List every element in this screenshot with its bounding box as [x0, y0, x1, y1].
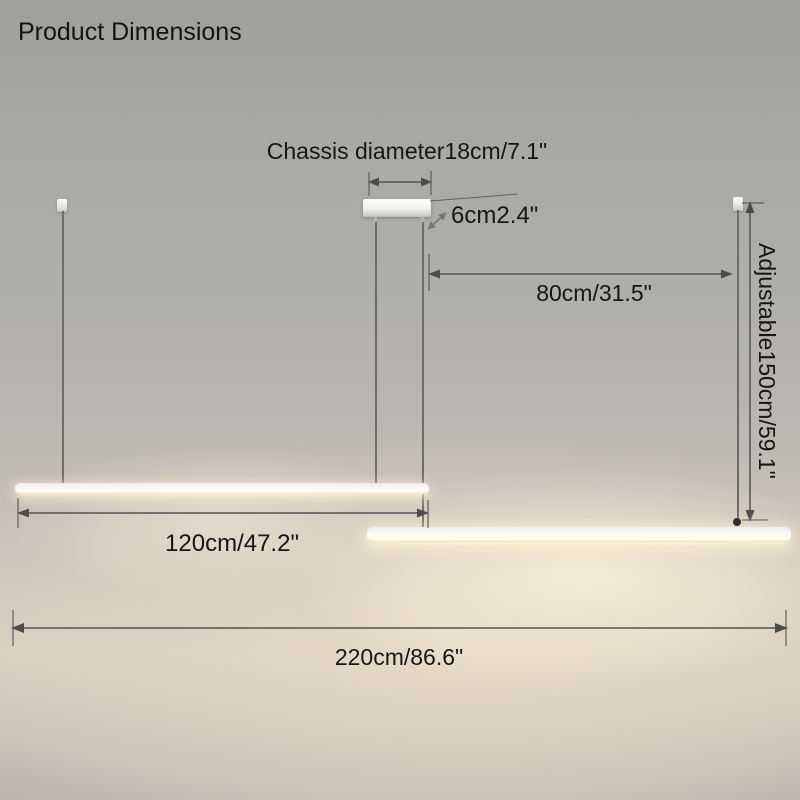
ceiling-chassis	[363, 199, 431, 217]
dimension-total-length	[11, 610, 788, 646]
ceiling-mount-left	[57, 199, 67, 212]
suspension-wire-chassis-left	[375, 216, 377, 484]
arrowhead-right-icon	[417, 508, 429, 518]
ceiling-mount-right	[733, 197, 743, 211]
arrowhead-left-icon	[17, 508, 29, 518]
chassis-edge-line	[429, 193, 519, 202]
dimension-bar1-length	[17, 498, 429, 528]
arrowhead-right-icon	[421, 177, 432, 187]
arrowhead-right-icon	[721, 269, 733, 279]
arrowhead-right-icon	[775, 623, 788, 633]
dimension-bar-gap	[428, 254, 733, 291]
arrowhead-left-icon	[427, 221, 436, 230]
chassis-diameter-label: Chassis diameter18cm/7.1"	[266, 138, 548, 164]
page-title: Product Dimensions	[18, 18, 242, 46]
arrowhead-left-icon	[428, 269, 440, 279]
suspension-wire-left	[62, 211, 64, 485]
dimension-chassis-diameter	[368, 171, 432, 196]
led-bar-lower	[367, 527, 791, 542]
arrowhead-up-icon	[745, 201, 755, 213]
bar-gap-label: 80cm/31.5"	[536, 280, 652, 306]
arrowhead-right-icon	[438, 212, 447, 221]
bar1-length-label: 120cm/47.2"	[165, 530, 299, 557]
total-length-label: 220cm/86.6"	[334, 644, 464, 670]
arrowhead-down-icon	[745, 510, 755, 522]
dimension-adjustable-height	[742, 201, 768, 522]
wire-connector-knob	[733, 518, 741, 526]
suspension-wire-chassis-right	[422, 216, 424, 528]
wire-connector	[374, 217, 377, 222]
dimension-chassis-height-arrow	[427, 212, 447, 230]
adjustable-height-label: Adjustable150cm/59.1"	[754, 243, 780, 479]
arrowhead-left-icon	[368, 177, 379, 187]
arrowhead-left-icon	[11, 623, 24, 633]
wire-connector	[421, 217, 424, 222]
chassis-height-label: 6cm2.4"	[451, 202, 539, 229]
led-bar-upper	[15, 483, 429, 494]
suspension-wire-right	[737, 210, 739, 522]
